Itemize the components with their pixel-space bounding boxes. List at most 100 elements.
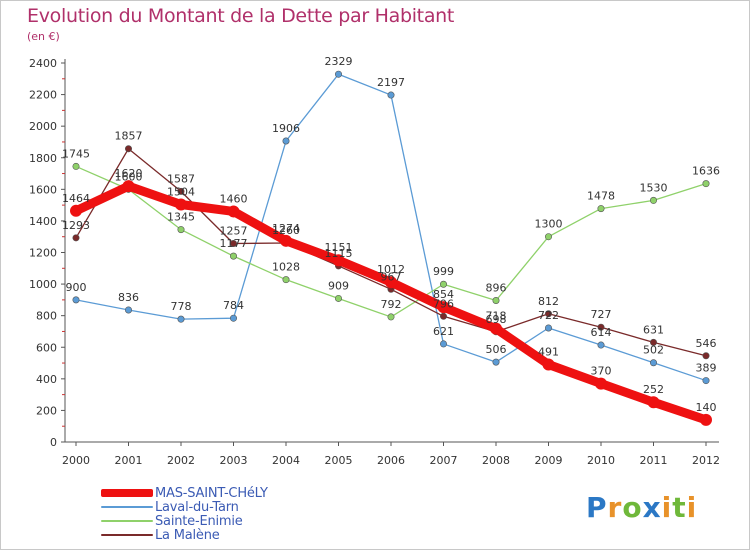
data-point	[702, 352, 710, 360]
data-point	[280, 234, 292, 247]
data-label: 491	[538, 345, 559, 358]
data-point	[230, 239, 238, 247]
data-label: 1620	[115, 167, 143, 180]
data-point	[597, 341, 605, 349]
data-point	[385, 276, 397, 289]
data-point	[544, 310, 552, 318]
x-tick-label: 2011	[640, 454, 668, 467]
data-point	[439, 340, 447, 348]
x-tick-label: 2006	[377, 454, 405, 467]
data-point	[544, 233, 552, 241]
data-label: 370	[591, 365, 612, 378]
legend-item: MAS-SAINT-CHéLY	[101, 485, 268, 501]
logo-letter: t	[672, 491, 687, 524]
data-label: 1460	[220, 192, 248, 205]
data-label: 1478	[587, 190, 615, 203]
data-label: 2329	[325, 55, 353, 68]
data-point	[125, 306, 133, 314]
data-label: 1906	[272, 122, 300, 135]
data-label: 389	[696, 362, 717, 375]
y-tick-label: 2200	[29, 89, 57, 102]
data-label: 909	[328, 279, 349, 292]
legend-label: La Malène	[155, 527, 220, 543]
data-label: 546	[696, 337, 717, 350]
x-tick-label: 2010	[587, 454, 615, 467]
data-point	[230, 314, 238, 322]
proxiti-logo: Proxiti	[586, 491, 697, 524]
data-point	[492, 358, 500, 366]
data-point	[177, 187, 185, 195]
legend-label: MAS-SAINT-CHéLY	[155, 485, 268, 501]
data-label: 1151	[325, 241, 353, 254]
data-label: 1345	[167, 211, 195, 224]
data-label: 718	[486, 310, 507, 323]
y-tick-label: 1600	[29, 183, 57, 196]
data-label: 502	[643, 344, 664, 357]
data-point	[542, 358, 555, 371]
y-tick-label: 200	[36, 404, 57, 417]
data-point	[230, 252, 238, 260]
legend-item: Laval-du-Tarn	[101, 499, 268, 515]
data-point	[649, 196, 657, 204]
chart-subtitle: (en €)	[27, 30, 60, 43]
data-label: 621	[433, 325, 454, 338]
data-label: 999	[433, 265, 454, 278]
y-tick-label: 1400	[29, 215, 57, 228]
data-label: 1300	[535, 218, 563, 231]
y-tick-label: 600	[36, 341, 57, 354]
x-tick-label: 2012	[692, 454, 720, 467]
data-point	[387, 91, 395, 99]
data-label: 2197	[377, 76, 405, 89]
data-point	[595, 377, 607, 390]
data-label: 1293	[62, 219, 90, 232]
chart-title: Evolution du Montant de la Dette par Hab…	[27, 5, 455, 27]
y-tick-label: 2400	[29, 57, 57, 70]
y-tick-label: 1000	[29, 278, 57, 291]
data-point	[437, 301, 450, 314]
data-label: 854	[433, 288, 454, 301]
data-label: 698	[486, 313, 507, 326]
data-point	[175, 198, 187, 211]
y-tick-label: 800	[36, 310, 57, 323]
data-label: 506	[486, 343, 507, 356]
data-point	[72, 162, 80, 170]
data-point	[177, 226, 185, 234]
legend-swatch	[101, 520, 153, 522]
data-label: 140	[696, 401, 717, 414]
x-tick-label: 2001	[115, 454, 143, 467]
data-point	[439, 280, 447, 288]
y-tick-label: 0	[50, 436, 57, 449]
y-tick-label: 1800	[29, 152, 57, 165]
legend-swatch	[101, 489, 153, 497]
data-point	[702, 180, 710, 188]
logo-letter: i	[686, 491, 698, 524]
legend-label: Laval-du-Tarn	[155, 499, 239, 515]
data-point	[702, 377, 710, 385]
x-tick-label: 2002	[167, 454, 195, 467]
data-label: 1115	[325, 247, 353, 260]
legend: MAS-SAINT-CHéLY Laval-du-Tarn Sainte-Enimi…	[101, 485, 268, 543]
x-tick-label: 2003	[220, 454, 248, 467]
x-tick-label: 2008	[482, 454, 510, 467]
data-point	[282, 276, 290, 284]
data-point	[649, 359, 657, 367]
data-point	[125, 145, 133, 153]
y-tick-label: 2000	[29, 120, 57, 133]
data-point	[334, 294, 342, 302]
logo-letter: o	[622, 491, 643, 524]
data-label: 252	[643, 383, 664, 396]
data-label: 792	[381, 298, 402, 311]
data-label: 967	[381, 270, 402, 283]
legend-swatch	[101, 534, 153, 536]
data-point	[177, 315, 185, 323]
data-label: 1464	[62, 192, 90, 205]
data-label: 727	[591, 308, 612, 321]
data-label: 722	[538, 309, 559, 322]
legend-item: La Malène	[101, 527, 268, 543]
data-label: 900	[66, 281, 87, 294]
data-point	[490, 322, 502, 335]
data-point	[544, 324, 552, 332]
data-label: 1530	[640, 181, 668, 194]
data-point	[387, 313, 395, 321]
